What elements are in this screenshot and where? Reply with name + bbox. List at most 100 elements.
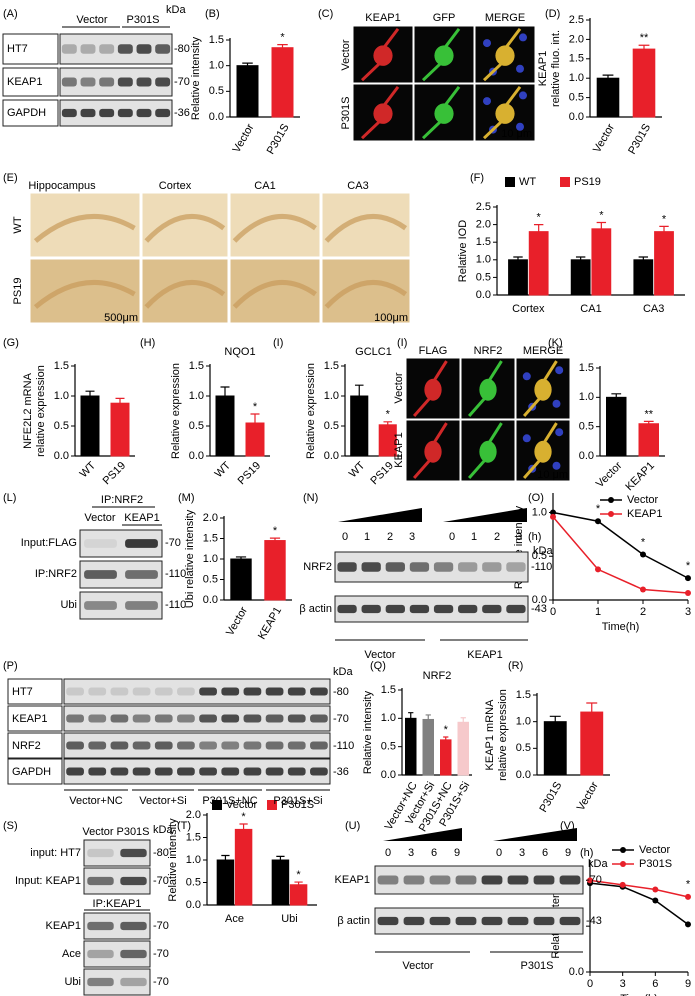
label: -110 bbox=[165, 568, 186, 580]
band bbox=[199, 714, 217, 723]
y-tick-label: 0.0 bbox=[54, 450, 69, 462]
label: -70 bbox=[153, 875, 169, 887]
x-tick-label: WT bbox=[78, 459, 99, 480]
band bbox=[433, 604, 454, 614]
band bbox=[243, 767, 262, 776]
y-tick-label: 1.5 bbox=[324, 360, 339, 372]
panel-label: (G) bbox=[3, 337, 19, 349]
line bbox=[589, 879, 689, 898]
band bbox=[221, 741, 240, 750]
band bbox=[154, 714, 173, 723]
row-box bbox=[7, 678, 63, 705]
bar bbox=[236, 65, 259, 118]
label: Hippocampus bbox=[28, 180, 96, 192]
band bbox=[110, 714, 129, 723]
tissue bbox=[229, 192, 321, 258]
label: 1 bbox=[364, 531, 370, 543]
x-axis-label: Time(h) bbox=[602, 621, 639, 633]
y-tick-label: 1.0 bbox=[203, 553, 218, 565]
y-tick-label: 1.0 bbox=[324, 390, 339, 402]
label: WT bbox=[12, 216, 24, 233]
panel-label: (V) bbox=[560, 820, 575, 832]
significance: ** bbox=[640, 32, 649, 44]
panel-label: (O) bbox=[528, 492, 544, 504]
band bbox=[136, 44, 152, 54]
error-bar bbox=[408, 712, 414, 719]
band bbox=[66, 741, 84, 750]
y-tick-label: 2.0 bbox=[186, 809, 201, 821]
label: -80 bbox=[333, 686, 349, 698]
significance: * bbox=[641, 536, 646, 548]
y-tick-label: 0.0 bbox=[186, 899, 201, 911]
band bbox=[87, 949, 114, 959]
label: -43 bbox=[586, 915, 602, 927]
band bbox=[132, 687, 151, 696]
band bbox=[88, 687, 107, 696]
x-tick-label: P301S bbox=[537, 780, 564, 815]
bar bbox=[234, 828, 253, 906]
y-axis-label: Relative intensity bbox=[167, 818, 179, 902]
label: 100μm bbox=[374, 312, 408, 324]
y-tick-label: 0.0 bbox=[324, 450, 339, 462]
y-tick-label: 0.5 bbox=[532, 550, 547, 562]
nucleus bbox=[483, 97, 491, 106]
point bbox=[685, 893, 691, 900]
label: β actin bbox=[299, 603, 332, 615]
y-axis-label: relative expression bbox=[497, 689, 509, 781]
neurite bbox=[467, 422, 503, 479]
error-bar bbox=[513, 256, 523, 260]
tissue bbox=[229, 258, 321, 324]
label: Input:FLAG bbox=[21, 537, 77, 549]
y-tick-label: 0.0 bbox=[476, 289, 491, 301]
band bbox=[458, 604, 478, 614]
x-tick-label: WT bbox=[213, 459, 234, 480]
line bbox=[552, 511, 689, 579]
blot bbox=[63, 705, 331, 732]
cell bbox=[424, 378, 442, 401]
y-tick-label: 1.5 bbox=[203, 532, 218, 544]
bar bbox=[638, 423, 659, 457]
band bbox=[265, 714, 284, 723]
label: 3 bbox=[409, 531, 415, 543]
bar bbox=[230, 558, 252, 601]
x-tick-label: PS19 bbox=[236, 460, 264, 488]
label: (h) bbox=[528, 531, 541, 543]
band bbox=[154, 687, 173, 696]
label: KEAP1 bbox=[124, 512, 159, 524]
band bbox=[120, 876, 147, 886]
label: 10 μm bbox=[537, 469, 568, 481]
line bbox=[589, 882, 689, 925]
band bbox=[361, 604, 381, 614]
label: 2 bbox=[387, 531, 393, 543]
y-axis-label: KEAP1 bbox=[537, 51, 549, 86]
x-tick-label: Vector bbox=[591, 122, 617, 155]
label: P301S+Si bbox=[273, 795, 322, 807]
band bbox=[120, 977, 147, 987]
bar bbox=[422, 718, 434, 776]
label: IP:NRF2 bbox=[35, 568, 77, 580]
legend-label: PS19 bbox=[574, 176, 601, 188]
x-tick-label: P301S bbox=[265, 122, 292, 157]
band bbox=[120, 921, 147, 931]
significance: * bbox=[686, 879, 691, 891]
point bbox=[652, 886, 659, 893]
x-tick-label: 3 bbox=[620, 978, 626, 990]
band bbox=[84, 601, 117, 610]
tissue-layer bbox=[324, 213, 408, 243]
bar bbox=[264, 540, 286, 601]
tissue bbox=[321, 258, 411, 324]
band bbox=[125, 539, 158, 548]
row-box bbox=[2, 33, 59, 65]
nucleus bbox=[555, 428, 564, 437]
error-bar bbox=[602, 74, 614, 79]
neurite bbox=[482, 27, 522, 82]
y-tick-label: 0.0 bbox=[569, 966, 584, 978]
label: IP:KEAP1 bbox=[93, 898, 142, 910]
cell bbox=[434, 45, 454, 66]
x-tick-label: P301S bbox=[626, 122, 653, 157]
band bbox=[99, 44, 115, 54]
significance: * bbox=[537, 212, 542, 224]
error-bar bbox=[294, 881, 303, 885]
label: KEAP1 bbox=[46, 920, 81, 932]
y-axis-label: Relative intensity bbox=[362, 690, 374, 774]
